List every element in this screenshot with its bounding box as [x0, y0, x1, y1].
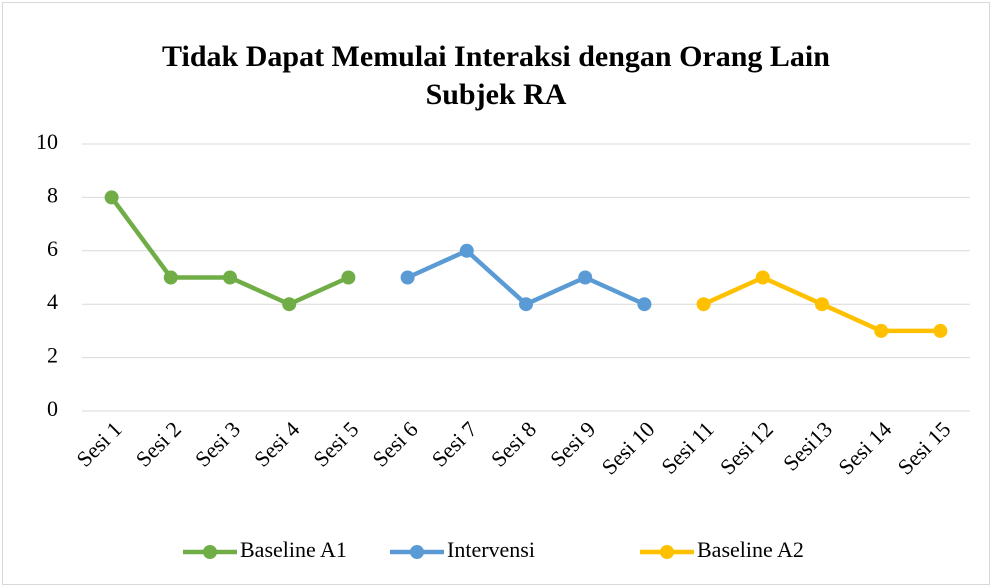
point [874, 323, 889, 338]
point [341, 270, 356, 285]
point [459, 243, 474, 258]
y-tick-label: 4 [47, 289, 58, 314]
point [637, 297, 652, 312]
legend-label: Intervensi [447, 537, 535, 562]
point [400, 270, 415, 285]
legend-label: Baseline A2 [697, 537, 804, 562]
chart-title: Tidak Dapat Memulai Interaksi dengan Ora… [162, 40, 830, 111]
point [519, 297, 533, 312]
point [104, 190, 119, 205]
point [282, 297, 297, 312]
y-tick-label: 2 [47, 343, 58, 368]
y-tick-label: 8 [47, 182, 58, 207]
point [578, 270, 593, 285]
legend-label: Baseline A1 [240, 537, 347, 562]
y-tick-label: 6 [47, 236, 58, 261]
point [163, 270, 178, 285]
point [223, 270, 237, 285]
point [755, 270, 770, 285]
legend-marker [410, 545, 424, 559]
legend-marker [660, 545, 674, 559]
y-tick-label: 10 [36, 129, 58, 154]
legend-marker [203, 545, 217, 559]
point [696, 297, 711, 312]
y-tick-label: 0 [47, 396, 58, 421]
point [815, 297, 829, 312]
point [933, 323, 948, 338]
